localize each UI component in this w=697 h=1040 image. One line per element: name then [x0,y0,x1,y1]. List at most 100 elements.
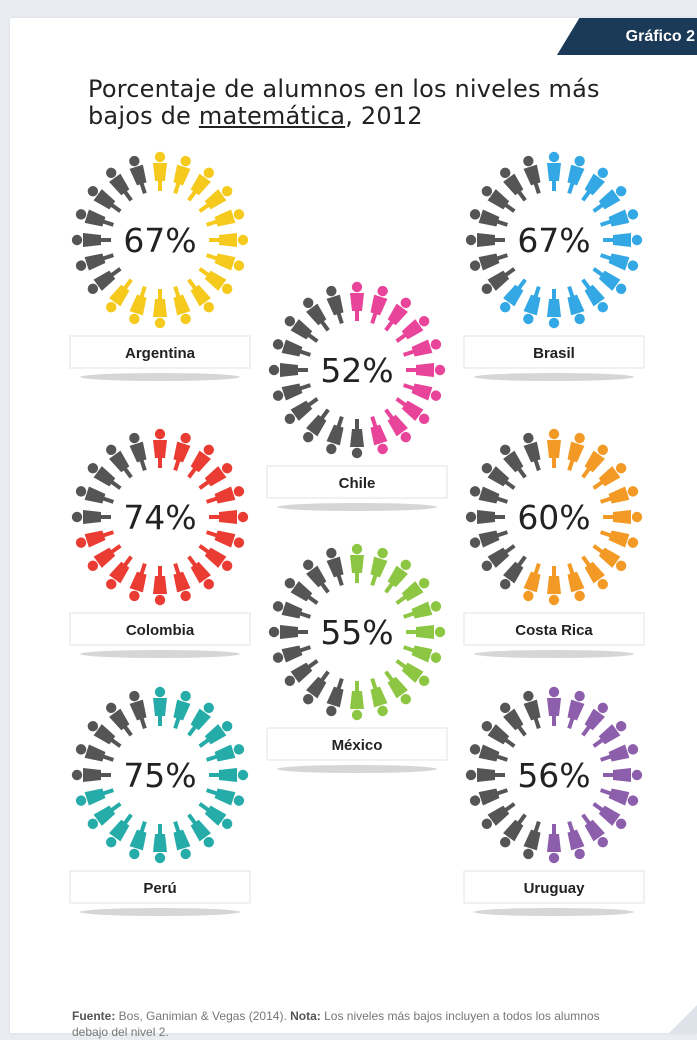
figure-grey [481,463,516,490]
figure-grey [523,690,541,730]
wheel-3: 74% Colombia [69,428,251,658]
figure-colored [173,820,191,860]
figure-colored [523,285,541,325]
figure-colored [187,555,214,590]
figure-colored [187,813,214,848]
figure-colored [547,686,561,726]
figure-colored [198,267,233,294]
figure-colored [402,383,442,401]
figure-grey [106,444,133,479]
label-shadow [474,373,634,381]
figure-colored [547,428,561,468]
figure-colored [384,408,411,443]
figure-grey [523,155,541,195]
figure-colored [75,530,115,548]
figure-colored [599,486,639,504]
source-text: Bos, Ganimian & Vegas (2014). [115,1009,291,1023]
figure-grey [465,510,505,524]
figure-colored [173,562,191,602]
figure-grey [326,285,344,325]
figure-colored [106,555,133,590]
figure-colored [581,444,608,479]
figure-grey [272,601,312,619]
figure-colored [129,562,147,602]
figure-grey [129,690,147,730]
figure-grey [75,744,115,762]
figure-colored [153,824,167,864]
figure-colored [592,721,627,748]
figure-colored [581,278,608,313]
figure-colored [592,463,627,490]
figure-grey [284,659,319,686]
figure-colored [592,544,627,571]
figure-colored [402,601,442,619]
figure-grey [87,463,122,490]
figure-colored [106,813,133,848]
figure-colored [599,209,639,227]
percent-label: 60% [517,498,590,537]
figure-grey [272,339,312,357]
label-tag [463,870,645,904]
figure-grey [326,415,344,455]
figure-grey [326,547,344,587]
figure-grey [481,186,516,213]
label-shadow [80,908,240,916]
figure-colored [153,289,167,329]
figure-grey [129,432,147,472]
figure-colored [567,285,585,325]
percent-label: 75% [123,756,196,795]
figure-colored [603,510,643,524]
figure-colored [547,824,561,864]
label-tag [463,335,645,369]
figure-grey [500,167,527,202]
label-shadow [277,765,437,773]
title-line-2-suffix: , 2012 [345,102,423,130]
figure-colored [198,544,233,571]
figure-grey [284,578,319,605]
figure-grey [129,155,147,195]
title-line-1: Porcentaje de alumnos en los niveles más [88,75,600,103]
figure-colored [547,289,561,329]
figure-colored [599,253,639,271]
figure-grey [481,267,516,294]
figure-colored [581,555,608,590]
figure-grey [87,721,122,748]
label-shadow [80,373,240,381]
figure-colored [581,702,608,737]
country-label: México [332,737,383,754]
figure-grey [284,397,319,424]
figure-grey [469,744,509,762]
figure-colored [581,167,608,202]
figure-colored [592,186,627,213]
label-tag [69,870,251,904]
percent-label: 67% [123,221,196,260]
figure-colored [406,625,446,639]
figure-colored [406,363,446,377]
figure-grey [268,625,308,639]
figure-grey [469,788,509,806]
figure-grey [284,316,319,343]
wheel-7: 56% Uruguay [463,686,645,916]
figure-colored [205,744,245,762]
figure-grey [500,702,527,737]
label-shadow [277,503,437,511]
figure-colored [153,686,167,726]
figure-grey [272,383,312,401]
figure-colored [567,432,585,472]
figure-colored [198,463,233,490]
country-label: Colombia [126,622,195,639]
wheel-1: 67% Brasil [463,151,645,381]
figure-grey [303,408,330,443]
figure-colored [402,339,442,357]
figure-colored [370,285,388,325]
figure-colored [395,316,430,343]
figure-colored [129,285,147,325]
figure-colored [173,155,191,195]
figure-colored [350,543,364,583]
label-tag [69,335,251,369]
figure-colored [370,677,388,717]
figure-grey [481,802,516,829]
figure-grey [75,209,115,227]
figure-colored [547,151,561,191]
title-line-2-prefix: bajos de [88,102,199,130]
